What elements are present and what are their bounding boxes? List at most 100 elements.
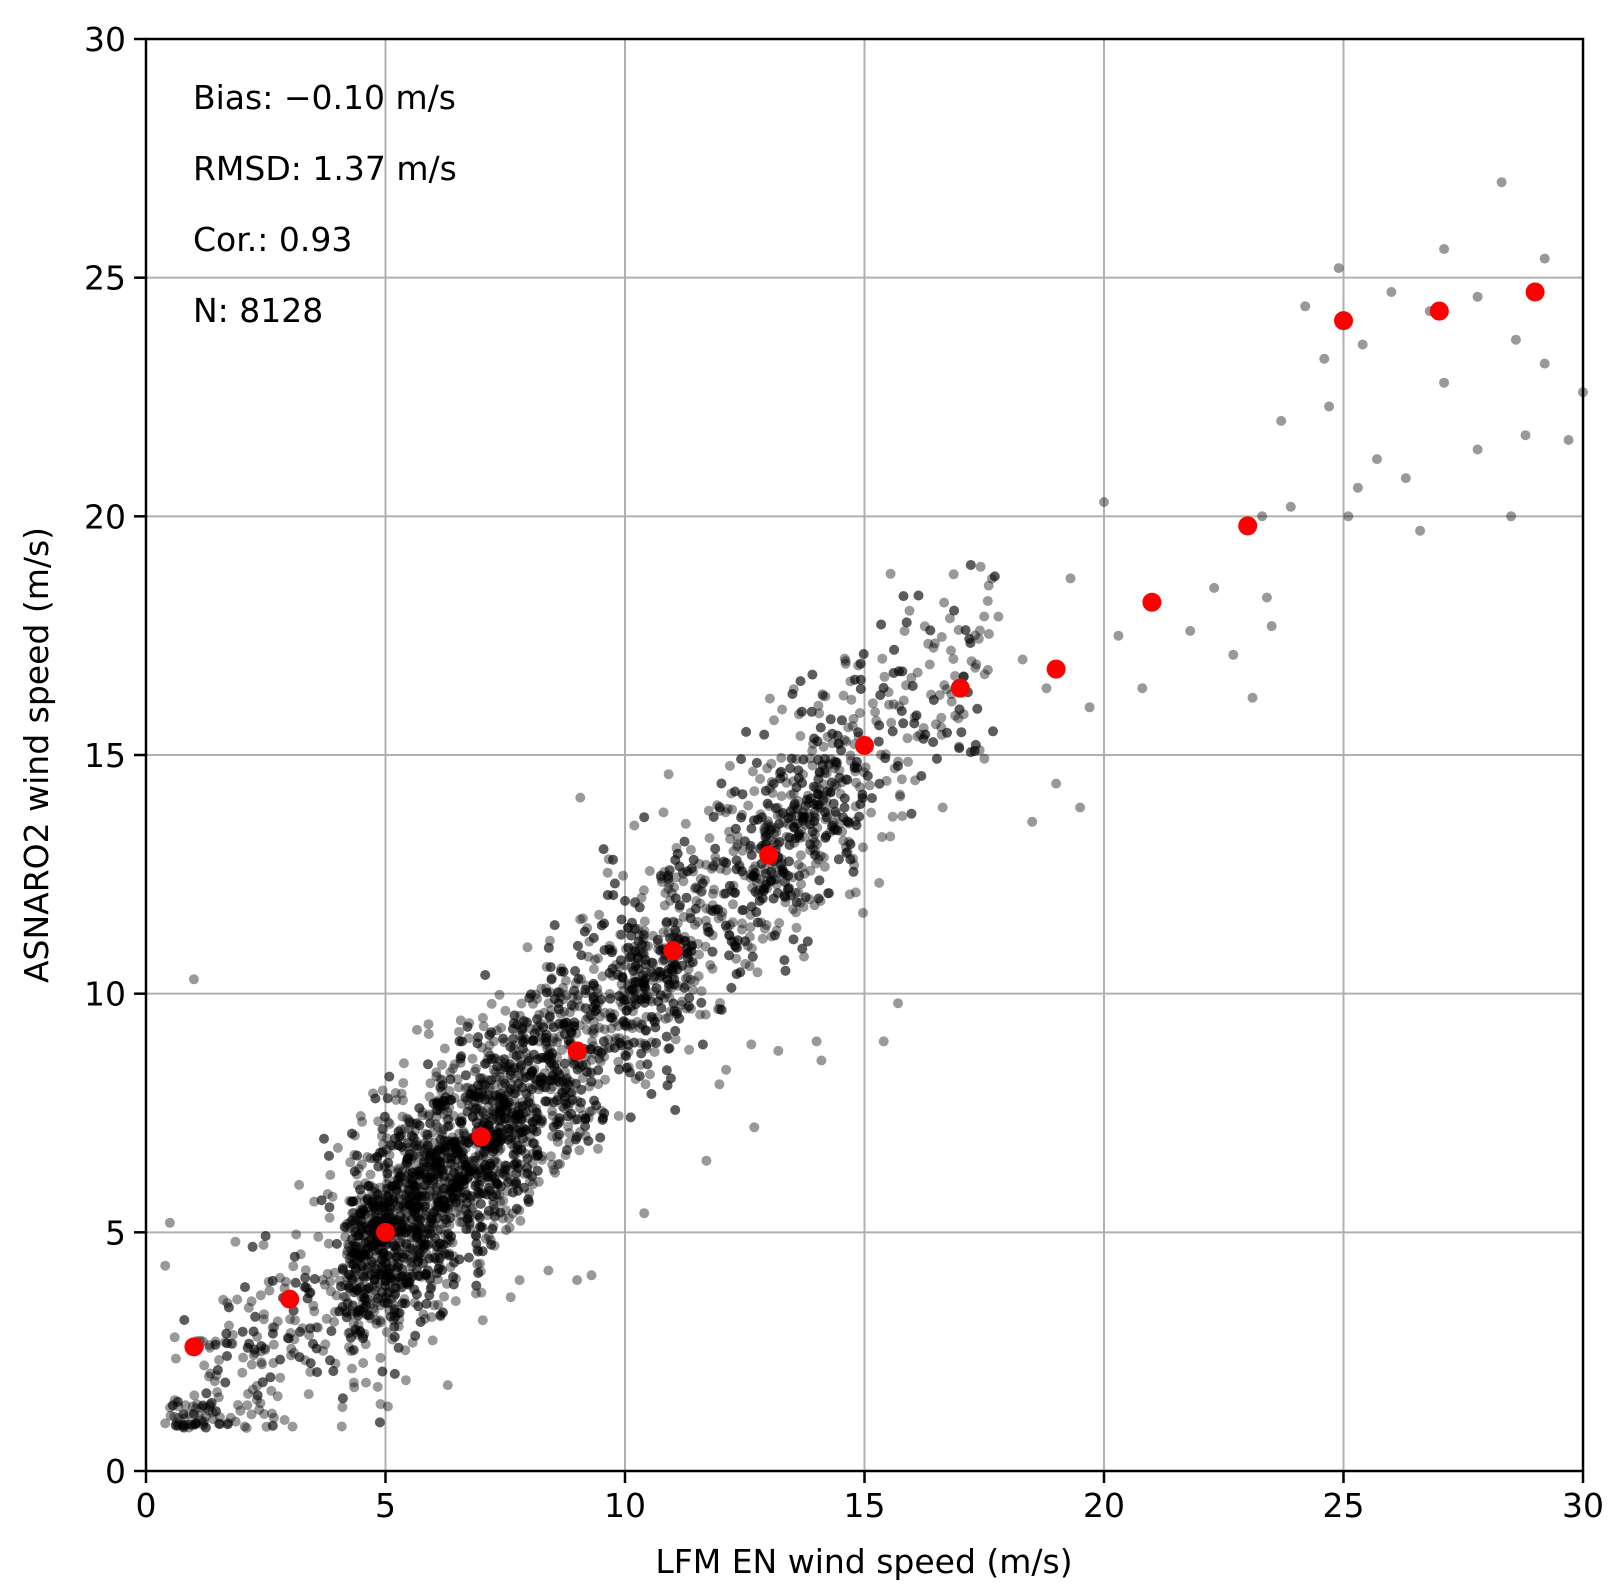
scatter-point (1539, 253, 1550, 264)
scatter-point (508, 1110, 519, 1121)
scatter-point (584, 985, 595, 996)
scatter-point (618, 1016, 629, 1027)
scatter-point (652, 996, 663, 1007)
scatter-point (824, 827, 835, 838)
scatter-point (572, 1114, 583, 1125)
scatter-point (256, 1341, 267, 1351)
scatter-point (954, 743, 965, 754)
scatter-point (549, 1061, 560, 1072)
scatter-point (259, 1409, 270, 1419)
scatter-point (503, 1177, 514, 1188)
scatter-point (489, 1079, 500, 1090)
scatter-point (300, 1272, 311, 1283)
scatter-point (391, 1243, 402, 1254)
scatter-point (412, 1211, 422, 1222)
scatter-point (484, 1040, 495, 1051)
scatter-point (444, 1185, 455, 1196)
scatter-point (214, 1355, 225, 1365)
scatter-point (492, 1061, 503, 1072)
scatter-point (160, 1260, 171, 1271)
scatter-point (248, 1326, 259, 1337)
scatter-point (471, 1238, 482, 1249)
scatter-point (434, 1261, 445, 1272)
scatter-point (226, 1338, 237, 1349)
scatter-point (804, 808, 815, 819)
scatter-point (416, 1223, 427, 1234)
scatter-point (1563, 435, 1574, 445)
scatter-point (739, 836, 750, 847)
scatter-point (621, 1005, 632, 1016)
scatter-point (482, 1210, 493, 1221)
scatter-point (857, 789, 868, 800)
scatter-point (898, 591, 909, 602)
scatter-point (363, 1181, 374, 1191)
scatter-point (572, 940, 583, 951)
scatter-point (818, 741, 829, 752)
scatter-point (559, 1058, 570, 1069)
scatter-point (358, 1358, 369, 1368)
scatter-point (449, 1148, 459, 1158)
scatter-point (889, 644, 900, 655)
scatter-point (680, 935, 691, 946)
scatter-point (351, 1257, 362, 1268)
scatter-point (420, 1128, 431, 1139)
scatter-point (410, 1223, 421, 1234)
scatter-point (491, 1129, 502, 1140)
scatter-point (941, 684, 952, 695)
scatter-point (516, 1143, 526, 1154)
scatter-point (466, 1163, 477, 1174)
scatter-point (411, 1289, 422, 1300)
scatter-point (488, 1199, 499, 1210)
scatter-point (821, 796, 832, 807)
scatter-point (1137, 683, 1148, 694)
scatter-point (484, 1030, 495, 1040)
scatter-point (330, 1306, 340, 1317)
scatter-point (471, 1280, 482, 1291)
scatter-point (439, 1200, 450, 1211)
scatter-point (169, 1332, 180, 1343)
scatter-point (200, 1402, 211, 1413)
scatter-point (413, 1191, 424, 1202)
scatter-point (305, 1366, 316, 1377)
scatter-point (489, 1036, 499, 1047)
scatter-point (686, 1003, 696, 1014)
scatter-point (709, 884, 719, 895)
scatter-point (504, 1059, 515, 1070)
scatter-point (599, 945, 610, 956)
scatter-point (588, 964, 599, 975)
scatter-point (609, 878, 620, 889)
scatter-point (401, 1224, 412, 1235)
scatter-point (640, 993, 651, 1004)
scatter-point (473, 1189, 484, 1200)
scatter-point (421, 1206, 432, 1217)
scatter-point (969, 746, 980, 756)
scatter-point (397, 1248, 408, 1259)
scatter-point (362, 1195, 373, 1206)
correlation-text: Cor.: 0.93 (193, 220, 352, 259)
scatter-point (528, 998, 538, 1009)
scatter-point (428, 1218, 439, 1229)
scatter-point (358, 1333, 368, 1344)
scatter-point (788, 821, 799, 832)
scatter-point (426, 1280, 437, 1291)
scatter-point (340, 1280, 351, 1290)
scatter-point (541, 1029, 552, 1040)
scatter-point (780, 965, 791, 976)
scatter-point (222, 1298, 233, 1308)
scatter-point (190, 1419, 201, 1430)
scatter-point (471, 1280, 482, 1291)
scatter-point (376, 1131, 387, 1141)
scatter-point (364, 1310, 374, 1321)
scatter-point (544, 1048, 554, 1059)
scatter-point (736, 754, 747, 765)
scatter-point (486, 1239, 497, 1250)
scatter-point (730, 940, 740, 951)
scatter-point (536, 1072, 547, 1083)
scatter-point (650, 1022, 661, 1033)
scatter-point (393, 1173, 404, 1184)
scatter-point (388, 1258, 398, 1269)
scatter-point (465, 1224, 476, 1234)
scatter-point (486, 1027, 497, 1038)
scatter-point (354, 1325, 365, 1336)
scatter-point (497, 1213, 508, 1224)
